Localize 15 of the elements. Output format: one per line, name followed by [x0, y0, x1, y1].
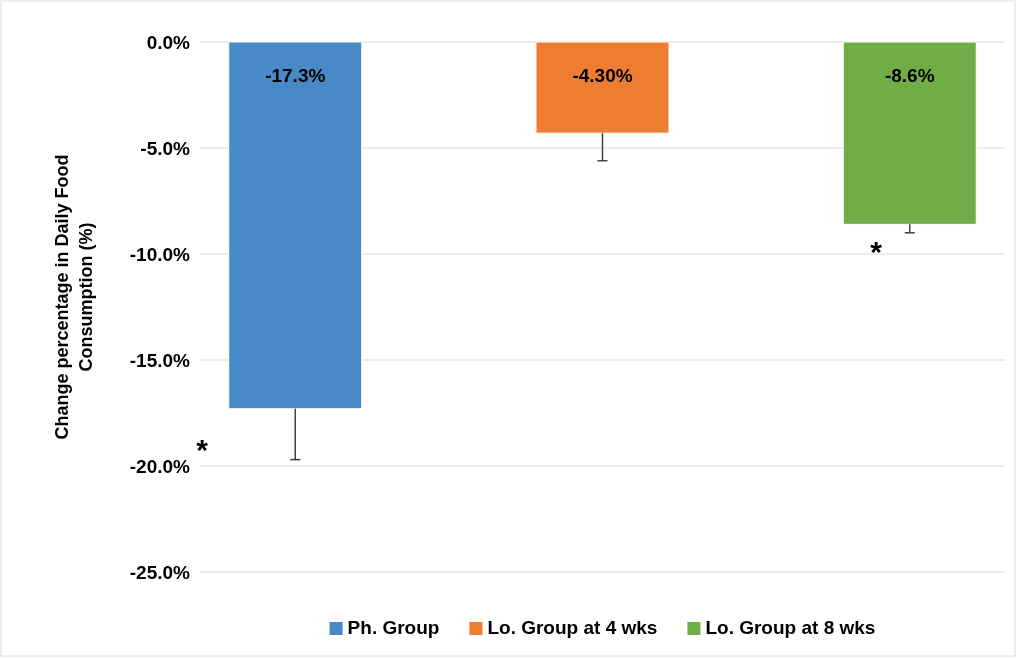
legend-label: Lo. Group at 8 wks: [705, 617, 876, 638]
annotation: *: [196, 433, 209, 466]
y-axis-title: Change percentage in Daily Food Consumption (%): [52, 154, 96, 440]
legend-label: Ph. Group: [347, 617, 440, 638]
data-label: -8.6%: [884, 65, 935, 86]
data-label: -4.30%: [572, 65, 633, 86]
y-tick-label: -25.0%: [129, 561, 191, 583]
data-label: -17.3%: [265, 65, 326, 86]
y-tick-label: -15.0%: [129, 349, 191, 371]
legend-label: Lo. Group at 4 wks: [487, 617, 658, 638]
y-tick-label: 0.0%: [146, 31, 191, 53]
y-tick-label: -5.0%: [140, 137, 191, 159]
y-tick-label: -10.0%: [129, 243, 191, 265]
annotation: *: [870, 235, 883, 268]
y-tick-label: -20.0%: [129, 455, 191, 477]
